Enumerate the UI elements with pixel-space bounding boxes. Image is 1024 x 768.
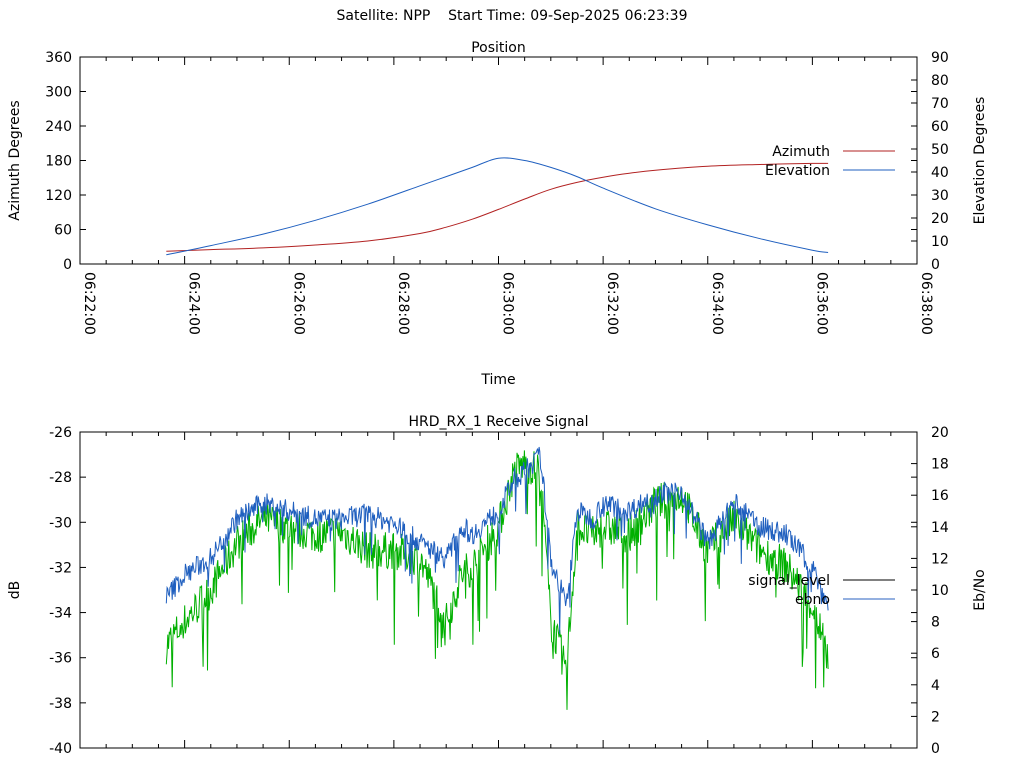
signal-plot-frame (79, 431, 918, 749)
signal-ytick-label: -34 (49, 606, 72, 622)
position-xlabel: Time (480, 372, 515, 388)
signal-y2tick-label: 18 (931, 457, 949, 473)
azimuth-line (166, 162, 829, 252)
position-ylabel: Azimuth Degrees (7, 100, 23, 220)
signal-y2tick-label: 0 (931, 741, 940, 757)
signal-ytick-label: -26 (49, 425, 72, 441)
position-ytick-label: 120 (45, 188, 72, 204)
signal-y2tick-label: 20 (931, 425, 949, 441)
signal-y2tick-label: 16 (931, 488, 949, 504)
position-y2tick-label: 70 (931, 96, 949, 112)
position-y2label: Elevation Degrees (972, 97, 988, 225)
position-title: Position (471, 40, 526, 56)
signal-y2tick-label: 8 (931, 615, 940, 631)
position-xtick-label: 06:24:00 (186, 272, 202, 335)
signal-title: HRD_RX_1 Receive Signal (409, 414, 589, 430)
position-ytick-label: 300 (45, 85, 72, 101)
position-xtick-label: 06:34:00 (709, 272, 725, 335)
receive-signal-chart: -40 -38 -36 -34 -32 -30 -28 -26 0 2 4 6 8 10 12 14 16 18 2… (7, 414, 988, 757)
position-y2tick-label: 20 (931, 211, 949, 227)
position-xtick-label: 06:30:00 (500, 272, 516, 335)
signal-ytick-label: -28 (49, 470, 72, 486)
position-plot-frame (79, 56, 918, 265)
elevation-line (166, 157, 829, 256)
signal-ytick-label: -40 (49, 741, 72, 757)
position-xtick-label: 06:38:00 (918, 272, 934, 335)
signal-ylabel: dB (7, 581, 23, 600)
ebno-trace (165, 446, 829, 634)
signal-y2tick-label: 2 (931, 709, 940, 725)
signal-y2label: Eb/No (972, 569, 988, 611)
signal-y2tick-label: 12 (931, 551, 949, 567)
position-ytick-label: 240 (45, 119, 72, 135)
position-y2tick-label: 90 (931, 50, 949, 66)
position-chart: 0 60 120 180 240 300 360 0 10 20 30 40 50 60 70 80 90 Pos… (7, 40, 988, 388)
position-ytick-label: 180 (45, 154, 72, 170)
signal-y2tick-label: 14 (931, 520, 949, 536)
signal-level-trace (165, 450, 829, 710)
position-xtick-label: 06:36:00 (813, 272, 829, 335)
position-xtick-label: 06:32:00 (604, 272, 620, 335)
signal-y2tick-label: 10 (931, 583, 949, 599)
position-ytick-label: 60 (54, 223, 72, 239)
position-y2tick-label: 10 (931, 234, 949, 250)
signal-ytick-label: -38 (49, 696, 72, 712)
position-xtick-label: 06:22:00 (81, 272, 97, 335)
position-ytick-label: 360 (45, 50, 72, 66)
legend-elevation-label: Elevation (765, 163, 830, 179)
position-ytick-label: 0 (63, 257, 72, 273)
position-y2tick-label: 80 (931, 73, 949, 89)
signal-ytick-label: -36 (49, 651, 72, 667)
signal-y2tick-label: 4 (931, 678, 940, 694)
position-y2tick-label: 30 (931, 188, 949, 204)
position-y2tick-label: 50 (931, 142, 949, 158)
signal-ytick-label: -30 (49, 515, 72, 531)
position-xtick-label: 06:28:00 (395, 272, 411, 335)
legend-signal-level-label: signal_level (748, 573, 830, 589)
legend-azimuth-label: Azimuth (772, 144, 830, 160)
position-xtick-label: 06:26:00 (290, 272, 306, 335)
signal-y2tick-label: 6 (931, 646, 940, 662)
position-y2tick-label: 60 (931, 119, 949, 135)
signal-ytick-label: -32 (49, 560, 72, 576)
position-y2tick-label: 40 (931, 165, 949, 181)
page-title: Satellite: NPP Start Time: 09-Sep-2025 0… (336, 8, 688, 24)
position-y2tick-label: 0 (931, 257, 940, 273)
legend-ebno-label: ebno (795, 592, 830, 608)
